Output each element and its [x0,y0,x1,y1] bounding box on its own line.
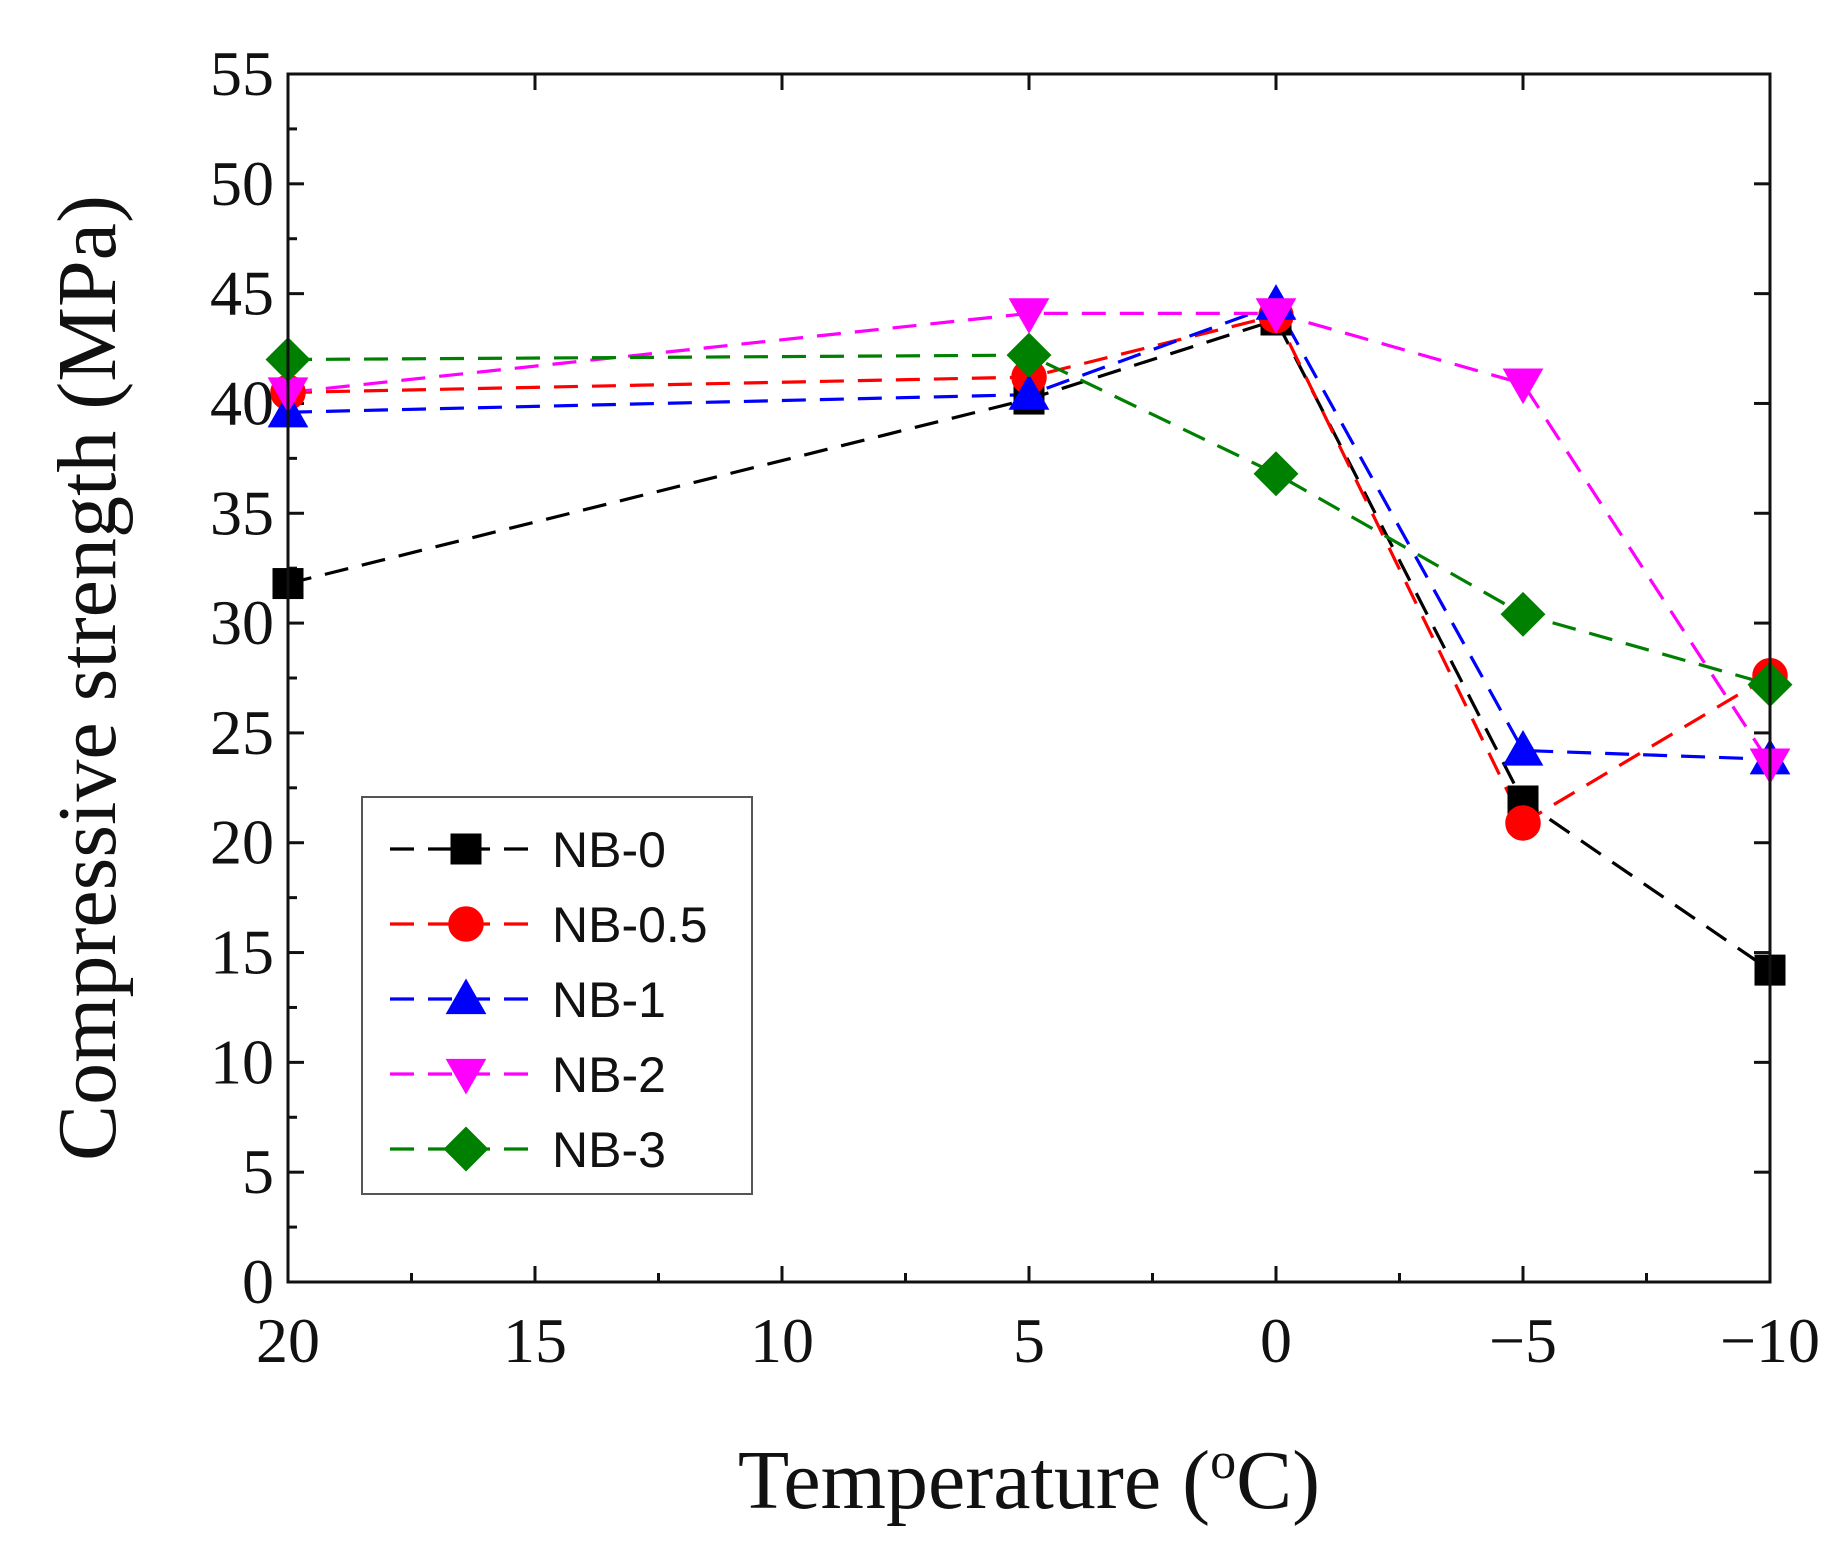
x-tick-label: −10 [1720,1305,1820,1376]
data-point-nb-2 [1008,298,1050,334]
x-tick-label: 20 [256,1305,320,1376]
x-tick-label: −5 [1489,1305,1557,1376]
y-tick-labels: 0 5 10 15 20 25 30 35 40 45 50 55 [210,38,274,1317]
legend-item-nb-0.5: NB-0.5 [390,897,708,953]
legend-marker [450,833,482,865]
data-point-nb-3 [1253,451,1299,497]
data-point-nb-1 [1008,374,1050,410]
legend-item-nb-2: NB-2 [390,1047,666,1103]
y-tick-label: 50 [210,148,274,219]
legend-item-nb-3: NB-3 [390,1122,666,1178]
y-tick-label: 10 [210,1026,274,1097]
x-tick-label: 10 [750,1305,814,1376]
data-point-nb-0.5 [1505,805,1541,841]
x-tick-label: 5 [1013,1305,1045,1376]
legend-marker [443,1126,489,1172]
legend-label: NB-3 [552,1122,666,1178]
x-tick-label: 0 [1260,1305,1292,1376]
legend-label: NB-0.5 [552,897,708,953]
legend-marker [445,978,487,1015]
data-point-nb-3 [1006,332,1052,378]
y-tick-label: 30 [210,587,274,658]
data-point-nb-2 [1502,368,1544,405]
series-line-nb-0 [287,318,1771,972]
data-point-nb-3 [1500,591,1546,637]
x-axis-title-main: Temperature ( [738,1434,1210,1527]
legend-label: NB-1 [552,972,666,1028]
legend-item-nb-0: NB-0 [390,822,666,878]
y-tick-label: 20 [210,807,274,878]
legend-label: NB-2 [552,1047,666,1103]
data-point-nb-1 [1502,729,1544,766]
legend-label: NB-0 [552,822,666,878]
y-tick-label: 15 [210,917,274,988]
x-tick-labels: 20 15 10 5 0 −5 −10 [256,1305,1820,1376]
legend-box [361,796,753,1195]
y-tick-label: 55 [210,38,274,109]
series-line-nb-3 [287,353,1771,687]
x-axis-title: Temperature (oC) [738,1433,1320,1527]
x-tick-label: 15 [503,1305,567,1376]
y-tick-label: 40 [210,367,274,438]
x-axis-title-end: C) [1236,1434,1320,1527]
legend: NB-0 NB-0.5 NB-1 NB-2 NB-3 [361,796,753,1195]
y-tick-label: 25 [210,697,274,768]
x-axis-title-superscript: o [1210,1433,1236,1490]
plot-frame [286,72,1772,1284]
y-axis-title: Compressive strength (MPa) [41,195,134,1161]
legend-marker [445,1058,487,1095]
legend-marker [448,906,484,942]
legend-item-nb-1: NB-1 [390,972,666,1028]
y-tick-label: 0 [242,1246,274,1317]
y-tick-label: 45 [210,258,274,329]
data-point-nb-2 [1255,298,1297,334]
y-tick-label: 35 [210,477,274,548]
y-tick-label: 5 [242,1136,274,1207]
